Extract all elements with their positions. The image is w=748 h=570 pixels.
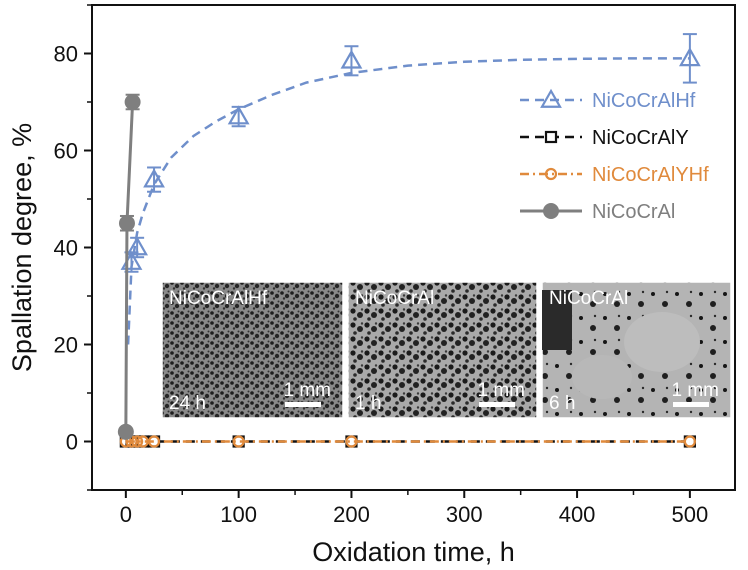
series-NiCoCrAlYHf [119,435,696,448]
data-point [147,435,161,448]
micrograph-image [347,281,538,419]
x-axis: 0 100 200 300 400 500 [120,490,709,527]
inset-scale-label: 1 mm [672,380,720,401]
y-tick-label: 40 [54,236,78,261]
inset-scale-label: 1 mm [284,380,332,401]
data-point [544,130,558,144]
series-NiCoCrAlHf [120,33,701,345]
data-point [126,236,149,256]
inset-label: NiCoCrAl [549,288,628,309]
inset-time: 24 h [169,393,206,414]
legend-item: NiCoCrAlHf [520,88,696,112]
micrograph-inset: NiCoCrAl 1 h 1 mm [347,281,538,419]
data-point [227,105,250,125]
scale-bar [673,402,709,407]
grain-region [572,355,632,399]
x-tick-label: 100 [220,502,257,527]
series-line [126,57,690,345]
legend: NiCoCrAlHf NiCoCrAlY NiCoCrAlYHf NiCoCrAl [520,88,709,223]
x-tick-label: 0 [120,502,132,527]
data-point [544,167,558,181]
inset-time: 6 h [549,393,575,414]
legend-label: NiCoCrAlHf [592,90,696,112]
y-axis-title: Spallation degree, % [7,123,37,372]
y-axis: 0 20 40 60 80 [54,4,92,491]
data-point [683,435,696,448]
inset-time: 1 h [355,393,381,414]
data-point [118,215,135,232]
data-point [136,435,149,448]
inset-label: NiCoCrAl [355,288,434,309]
micrograph-inset: NiCoCrAl 6 h 1 mm [541,281,732,419]
grain-region [624,312,700,372]
dark-region [542,290,572,350]
legend-label: NiCoCrAl [592,201,675,223]
y-tick-label: 0 [66,430,78,455]
x-axis-title: Oxidation time, h [312,537,515,567]
micrograph-image [161,281,344,419]
y-tick-label: 20 [54,333,78,358]
series-NiCoCrAl [117,93,141,440]
y-tick-label: 60 [54,139,78,164]
data-point [232,435,245,448]
x-tick-label: 500 [672,502,709,527]
x-tick-label: 200 [333,502,370,527]
data-point [117,423,134,440]
data-point [345,435,358,448]
inset-label: NiCoCrAlHf [169,288,268,309]
x-tick-label: 400 [559,502,596,527]
x-tick-label: 300 [446,502,483,527]
legend-item: NiCoCrAlYHf [520,164,709,186]
data-point [131,435,144,448]
data-point [124,94,141,110]
inset-scale-label: 1 mm [478,380,526,401]
legend-item: NiCoCrAlY [520,127,689,149]
scale-bar [285,402,321,407]
micrograph-inset: NiCoCrAlHf 24 h 1 mm [161,281,344,419]
legend-label: NiCoCrAlYHf [592,164,709,186]
data-point [678,47,701,67]
data-point [543,203,559,219]
y-tick-label: 80 [54,42,78,67]
data-point [340,49,363,69]
data-point [540,88,562,108]
legend-label: NiCoCrAlY [592,127,689,149]
data-point [143,168,165,188]
scale-bar [479,402,515,407]
legend-item: NiCoCrAl [520,201,675,223]
